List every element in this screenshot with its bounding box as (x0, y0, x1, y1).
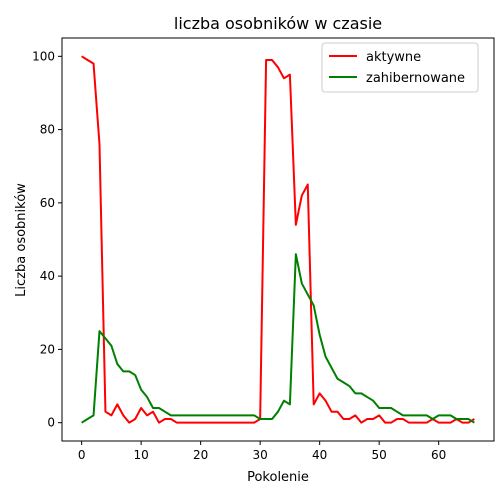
legend-label-zahibernowane: zahibernowane (366, 71, 465, 86)
x-axis: 0 10 20 30 40 50 60 (78, 441, 446, 462)
y-tick-label: 80 (40, 123, 55, 137)
y-tick-label: 60 (40, 196, 55, 210)
y-axis-label: Liczba osobników (14, 183, 29, 297)
x-tick-label: 30 (253, 448, 268, 462)
x-tick-label: 50 (372, 448, 387, 462)
plot-area (61, 37, 495, 442)
series-line-zahibernowane (81, 253, 475, 424)
y-tick-label: 20 (40, 342, 55, 356)
y-tick-label: 0 (47, 416, 55, 430)
legend-box (321, 42, 479, 93)
x-axis-label: Pokolenie (247, 470, 309, 485)
legend-label-aktywne: aktywne (366, 50, 421, 65)
x-tick-label: 10 (133, 448, 148, 462)
series-line-aktywne (81, 55, 475, 424)
x-tick-label: 0 (78, 448, 86, 462)
axes-frame (61, 37, 495, 442)
y-tick-label: 40 (40, 269, 55, 283)
x-tick-label: 20 (193, 448, 208, 462)
legend: aktywne zahibernowane (321, 42, 479, 93)
x-tick-label: 40 (312, 448, 327, 462)
chart-title: liczba osobników w czasie (174, 14, 382, 33)
y-axis: 0 20 40 60 80 100 (32, 49, 62, 430)
x-tick-label: 60 (431, 448, 446, 462)
y-tick-label: 100 (32, 49, 55, 63)
